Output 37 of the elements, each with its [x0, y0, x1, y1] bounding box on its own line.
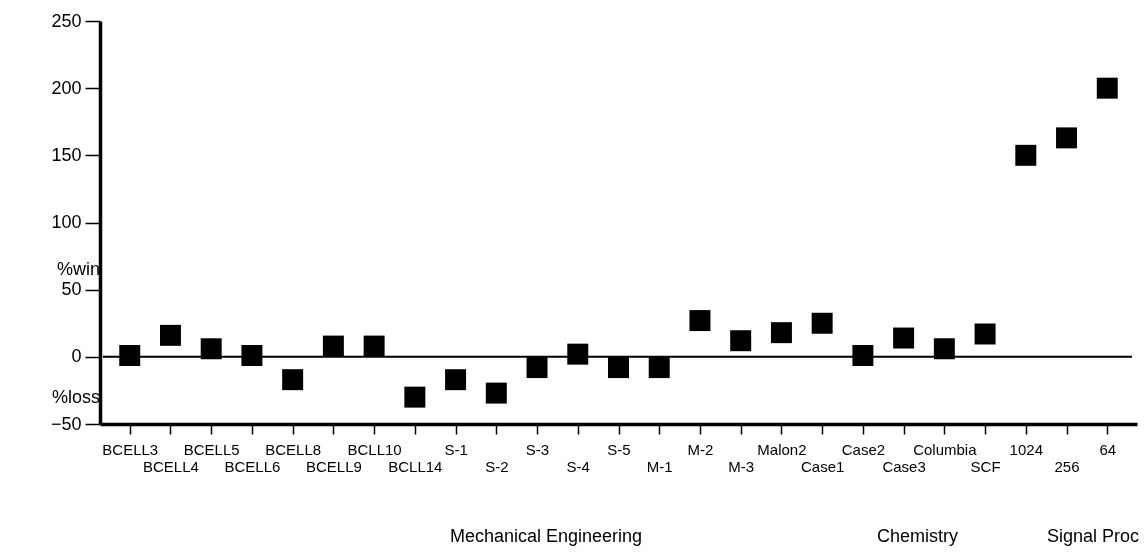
- text: %win: [57, 259, 101, 279]
- x-tick-label: M-3: [728, 457, 755, 475]
- x-tick-label: BCLL14: [388, 457, 443, 475]
- x-tick-label: Case2: [841, 440, 886, 458]
- x-tick-label: S-4: [566, 457, 590, 475]
- x-tick-label: BCELL8: [265, 440, 322, 458]
- x-tick-label: 1024: [1009, 440, 1043, 458]
- x-tick-label: 256: [1054, 457, 1080, 475]
- y-tick-label: 250: [51, 10, 82, 31]
- x-tick-label: BCELL5: [183, 440, 240, 458]
- x-tick-label: S-3: [525, 440, 550, 458]
- text: Chemistry: [877, 526, 959, 546]
- x-tick-label: M-2: [687, 440, 714, 458]
- x-tick-label: Case1: [800, 457, 845, 475]
- y-tick-label: 150: [51, 144, 82, 165]
- y-tick-label: 0: [71, 346, 82, 367]
- x-tick-label: Columbia: [913, 440, 978, 458]
- text: Mechanical Engineering: [450, 526, 643, 546]
- x-tick-label: M-1: [646, 457, 673, 475]
- x-tick-label: S-2: [485, 457, 509, 475]
- x-tick-label: 64: [1099, 440, 1117, 458]
- y-tick-label: 200: [51, 77, 82, 98]
- x-tick-label: BCELL9: [305, 457, 362, 475]
- y-tick-label: 100: [51, 212, 82, 232]
- x-tick-label: Case3: [882, 457, 926, 475]
- x-tick-label: S-5: [607, 440, 631, 458]
- text: %loss: [52, 387, 101, 407]
- y-tick-label: −50: [50, 413, 82, 434]
- x-tick-label: Malon2: [757, 440, 807, 458]
- x-tick-label: SCF: [970, 457, 1001, 475]
- x-tick-label: BCELL3: [102, 440, 159, 458]
- x-tick-label: BCELL4: [143, 457, 199, 475]
- y-tick-label: 50: [61, 279, 82, 300]
- x-tick-label: S-1: [444, 440, 468, 458]
- x-tick-label: BCELL6: [224, 457, 281, 475]
- text: Signal Proc: [1046, 526, 1139, 546]
- x-tick-label: BCLL10: [347, 440, 402, 458]
